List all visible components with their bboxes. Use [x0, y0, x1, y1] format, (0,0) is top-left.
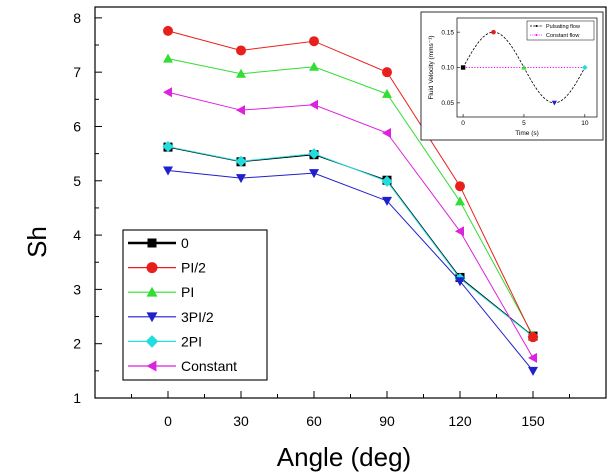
legend-marker: [147, 238, 157, 248]
data-point: [455, 277, 465, 287]
legend-label: PI: [181, 284, 194, 300]
data-point: [236, 45, 246, 56]
legend-entry: PI/2: [128, 260, 206, 276]
data-point: [309, 36, 319, 47]
data-point: [382, 127, 391, 138]
data-point: [163, 166, 173, 176]
data-point: [528, 366, 538, 376]
inset-legend-entry: Pulsating flow: [530, 24, 580, 30]
legend-entry: 3PI/2: [128, 309, 214, 325]
data-point: [382, 67, 392, 78]
y-tick-label: 4: [73, 227, 81, 243]
y-tick-label: 1: [73, 390, 81, 406]
data-point: [455, 181, 465, 192]
y-tick-label: 8: [73, 10, 81, 26]
data-point: [163, 25, 173, 36]
legend-label: PI/2: [181, 260, 206, 276]
data-point: [163, 87, 172, 98]
inset-x-tick-label: 5: [522, 120, 526, 127]
data-point: [528, 332, 538, 343]
inset-legend-marker: [535, 25, 538, 27]
y-tick-label: 5: [73, 173, 81, 189]
legend-marker: [145, 335, 159, 348]
legend-marker: [146, 286, 158, 297]
legend-label: 0: [181, 235, 189, 251]
series-constant: [163, 87, 537, 363]
data-point: [528, 352, 537, 363]
legend-marker: [146, 312, 158, 323]
series-line: [167, 58, 534, 336]
legend-entry: 2PI: [128, 333, 202, 349]
inset-y-tick-label: 0.15: [441, 29, 454, 36]
inset-legend-box: [526, 20, 595, 41]
main-legend: 0 PI/2 PI 3PI/2 2PI Constant: [122, 229, 268, 381]
legend-marker: [146, 262, 158, 274]
inset-y-tick-label: 0.05: [441, 100, 454, 107]
legend-entry: 0: [128, 235, 189, 251]
y-tick-label: 7: [73, 64, 81, 80]
data-point: [382, 196, 392, 206]
y-tick-label: 3: [73, 281, 81, 297]
y-tick-label: 2: [73, 336, 81, 352]
data-point: [162, 141, 174, 153]
legend-entry: PI: [128, 284, 194, 300]
inset-x-tick-label: 0: [461, 120, 465, 127]
x-tick-label: 150: [521, 413, 545, 429]
data-point: [309, 99, 318, 110]
legend-entry: Constant: [128, 358, 237, 374]
inset-x-tick-label: 10: [581, 120, 589, 127]
inset-data-point: [582, 64, 588, 71]
data-point: [236, 174, 246, 184]
series-line: [167, 146, 534, 338]
data-point: [382, 88, 392, 98]
series-pi2: [163, 25, 538, 343]
inset-y-axis-title: Fluid Velocity (mms⁻¹): [428, 35, 435, 99]
series-line: [167, 169, 534, 372]
data-point: [236, 68, 246, 78]
data-point: [236, 105, 245, 116]
series-line: [167, 91, 534, 359]
legend-label: Constant: [181, 358, 237, 374]
series-line: [167, 30, 534, 338]
legend-label: 2PI: [181, 333, 202, 349]
x-axis-title: Angle (deg): [277, 442, 411, 472]
legend-marker: [146, 360, 157, 372]
inset-legend-marker: [535, 34, 538, 36]
data-point: [308, 148, 320, 160]
series-3pi2: [163, 166, 538, 376]
x-tick-label: 30: [233, 413, 249, 429]
inset-legend-label: Pulsating flow: [546, 24, 580, 30]
y-tick-label: 6: [73, 118, 81, 134]
legend-box: [122, 229, 268, 381]
data-point: [455, 196, 465, 206]
x-tick-label: 90: [379, 413, 395, 429]
inset-legend-label: Constant flow: [546, 33, 579, 39]
main-series-group: [162, 25, 539, 376]
x-tick-label: 60: [306, 413, 322, 429]
legend-label: 3PI/2: [181, 309, 214, 325]
x-tick-label: 0: [164, 413, 172, 429]
inset-x-axis-title: Time (s): [515, 130, 539, 137]
inset-chart: 0 5 10 0.05 0.10 0.15 Time (s) Fluid Velocity (…: [420, 11, 604, 141]
y-axis-title: Sh: [22, 226, 52, 258]
data-point: [163, 53, 173, 63]
data-point: [455, 226, 464, 237]
data-point: [381, 175, 393, 187]
inset-legend-entry: Constant flow: [530, 33, 579, 39]
inset-data-point: [460, 65, 466, 70]
inset-data-point: [491, 29, 496, 35]
data-point: [309, 169, 319, 179]
inset-y-tick-label: 0.10: [441, 65, 454, 72]
data-point: [309, 61, 319, 71]
main-axes: 0 30 60 90 120 150 1 2 3 4 5 6 7 8: [73, 6, 607, 429]
inset-data-point: [551, 100, 557, 106]
data-point: [235, 155, 247, 167]
inset-data-point: [521, 64, 527, 70]
x-tick-label: 120: [448, 413, 472, 429]
